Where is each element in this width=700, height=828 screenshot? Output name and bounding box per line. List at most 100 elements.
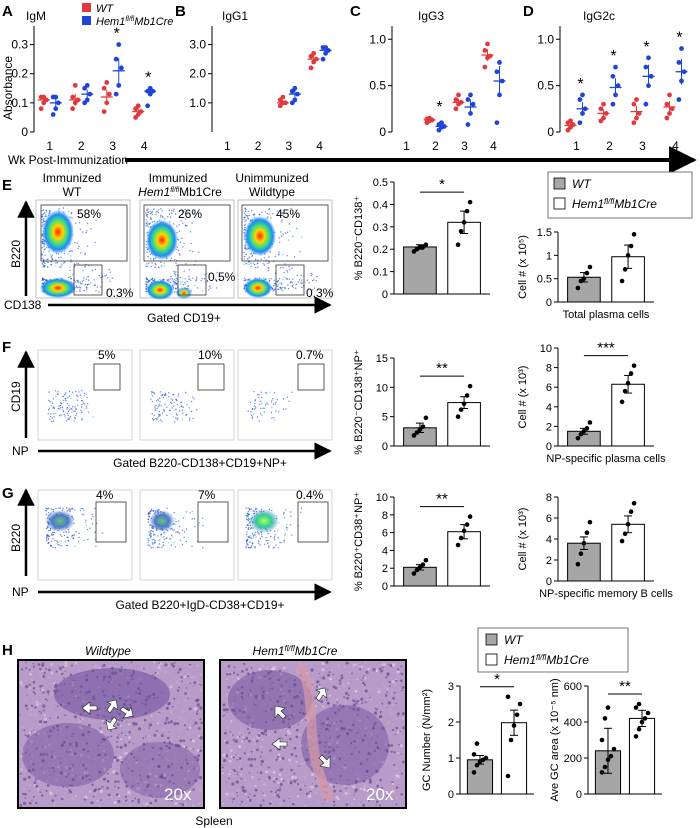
event-dot (85, 278, 87, 280)
data-point (625, 380, 631, 386)
tissue-texture (379, 804, 381, 807)
event-dot (62, 207, 65, 209)
tissue-texture (57, 728, 59, 731)
tissue-texture (163, 741, 166, 744)
event-dot (255, 507, 257, 509)
tissue-texture (21, 765, 24, 767)
event-dot (169, 216, 172, 218)
event-dot (174, 546, 177, 548)
tissue-texture (318, 800, 321, 803)
data-point (601, 101, 606, 107)
event-dot (270, 411, 273, 414)
tissue-texture (192, 748, 195, 750)
event-dot (42, 277, 44, 279)
y-tick-label: 2 (546, 421, 552, 433)
event-dot (157, 546, 159, 548)
event-dot (84, 403, 86, 405)
tissue-texture (34, 693, 36, 695)
event-dot (81, 280, 84, 283)
event-dot (277, 547, 279, 549)
event-dot (112, 288, 114, 291)
data-point (135, 103, 141, 109)
data-point (667, 92, 672, 98)
event-dot (200, 279, 202, 282)
data-point (292, 97, 298, 103)
gate-upper (40, 204, 128, 262)
tissue-texture (71, 778, 75, 782)
event-dot (158, 415, 160, 417)
tissue-texture (236, 753, 240, 757)
event-dot (296, 274, 298, 277)
tissue-texture (165, 750, 167, 752)
event-dot (67, 210, 70, 213)
data-point (465, 122, 471, 127)
data-point (575, 435, 581, 441)
event-dot (66, 412, 69, 414)
tissue-texture (324, 767, 326, 770)
tissue-texture (243, 789, 247, 793)
event-dot (286, 231, 289, 233)
event-dot (147, 255, 149, 258)
event-dot (251, 408, 254, 411)
tissue-texture (40, 674, 43, 678)
event-dot (93, 284, 96, 286)
event-dot (161, 546, 163, 549)
tissue-texture (346, 726, 350, 729)
tissue-texture (24, 751, 27, 754)
event-dot (88, 283, 90, 285)
event-dot (155, 417, 157, 420)
tissue-texture (178, 716, 182, 720)
event-dot (76, 279, 78, 282)
tissue-texture (93, 664, 98, 668)
tissue-texture (24, 734, 27, 736)
tissue-texture (328, 694, 332, 697)
tissue-texture (348, 687, 351, 690)
tissue-texture (192, 724, 195, 726)
tissue-texture (221, 717, 225, 720)
event-dot (65, 400, 67, 402)
tissue-texture (125, 799, 127, 802)
tissue-texture (133, 756, 136, 759)
event-dot (79, 509, 82, 512)
event-dot (191, 545, 193, 547)
y-tick-label: 0.5 (373, 177, 388, 189)
tissue-texture (158, 712, 161, 715)
event-dot (81, 231, 84, 233)
tissue-texture (184, 724, 186, 727)
x-axis-caption: NP-specific memory B cells (539, 588, 673, 600)
data-point (622, 267, 628, 272)
legend-wt-label: WT (96, 3, 114, 15)
event-dot (296, 227, 298, 230)
event-dot (266, 402, 268, 404)
event-dot (49, 400, 51, 403)
event-dot (269, 391, 271, 393)
tissue-texture (40, 794, 44, 797)
tissue-texture (54, 794, 57, 797)
event-dot (77, 279, 79, 282)
event-dot (90, 228, 92, 230)
event-dot (179, 241, 181, 243)
event-dot (147, 265, 149, 267)
tissue-texture (55, 670, 58, 673)
tissue-texture (239, 804, 241, 806)
event-dot (270, 401, 273, 403)
event-dot (164, 218, 166, 220)
event-dot (278, 237, 280, 239)
event-dot (313, 279, 315, 281)
tissue-texture (190, 675, 193, 679)
tissue-texture (46, 690, 50, 694)
event-dot (148, 543, 150, 545)
tissue-texture (353, 663, 357, 667)
event-dot (147, 541, 149, 543)
tissue-texture (368, 687, 371, 690)
event-dot (68, 250, 71, 253)
event-dot (288, 223, 291, 225)
y-axis-label: Cell # (x 10³) (517, 366, 529, 429)
x-tick-label: 3 (109, 139, 116, 153)
tissue-texture (88, 774, 90, 776)
event-dot (57, 393, 59, 395)
tissue-texture (389, 712, 393, 716)
tissue-texture (85, 767, 88, 770)
panel-letter-f: F (2, 339, 11, 356)
